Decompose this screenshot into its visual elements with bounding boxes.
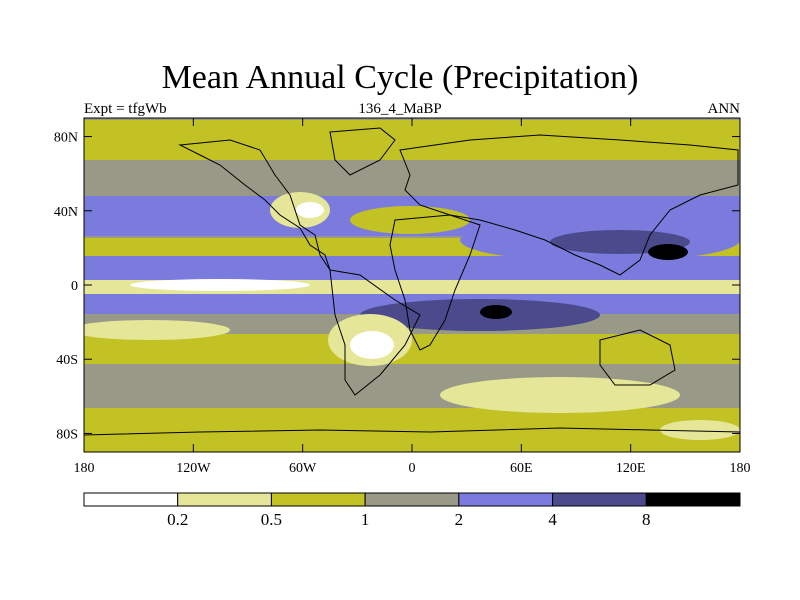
lat-tick-label: 40S [56,353,78,368]
colorbar-swatch [83,492,179,507]
colorbar-swatch [364,492,460,507]
antarctica-outline [83,427,741,436]
field-band-north-mid [84,160,740,195]
field-band-arctic [84,120,740,160]
colorbar-label: 2 [455,510,464,529]
lon-tick-label: 60E [510,461,533,476]
field-dry-pacific [84,320,230,340]
greenland-outline [329,127,396,176]
australia-outline [599,329,676,386]
field-west-pacific-peak [648,244,688,260]
run-label: 136_4_MaBP [358,101,442,117]
colorbar-label: 8 [642,510,651,529]
colorbar-swatch [458,492,554,507]
lat-tick-label: 80N [54,131,78,146]
colorbar-swatch [552,492,647,507]
field-indian-ocean [360,299,600,331]
field-dry-na-core [296,202,324,218]
precipitation-field [84,118,740,452]
africa-outline [389,214,481,351]
lon-tick-label: 180 [730,461,751,476]
season-label: ANN [707,101,741,117]
lat-tick-label: 80S [56,427,78,442]
lon-tick-label: 0 [409,461,416,476]
lon-tick-label: 180 [74,461,95,476]
coastlines [83,127,741,436]
map-title: Mean Annual Cycle (Precipitation) [161,59,639,96]
colorbar-swatch [645,492,741,507]
lon-tick-label: 120W [176,461,211,476]
colorbar-swatch [270,492,366,507]
experiment-label: Expt = tfgWb [84,101,167,117]
field-southern-dry [660,420,740,440]
latitude-axis: 80N 40N 0 40S 80S [54,131,740,442]
eurasia-outline [399,134,739,276]
colorbar-label: 0.5 [261,510,282,529]
colorbar-swatch [177,492,272,507]
field-europe-wet [350,206,470,234]
north-america-outline [178,139,331,271]
field-equator-dry [130,279,310,291]
lat-tick-label: 0 [71,279,78,294]
field-band-south-dry [84,334,740,364]
lon-tick-label: 60W [289,461,317,476]
field-dry-sa-core [350,331,394,359]
field-indian-peak [480,305,512,319]
lat-tick-label: 40N [54,205,78,220]
south-america-outline [329,269,421,396]
longitude-axis: 180 120W 60W 0 60E 120E 180 [74,118,751,476]
lon-tick-label: 120E [616,461,646,476]
colorbar-label: 1 [361,510,370,529]
field-south-indian-dry [440,377,680,413]
colorbar-label: 0.2 [167,510,188,529]
colorbar-label: 4 [548,510,557,529]
colorbar: 0.2 0.5 1 2 4 8 [83,492,741,529]
